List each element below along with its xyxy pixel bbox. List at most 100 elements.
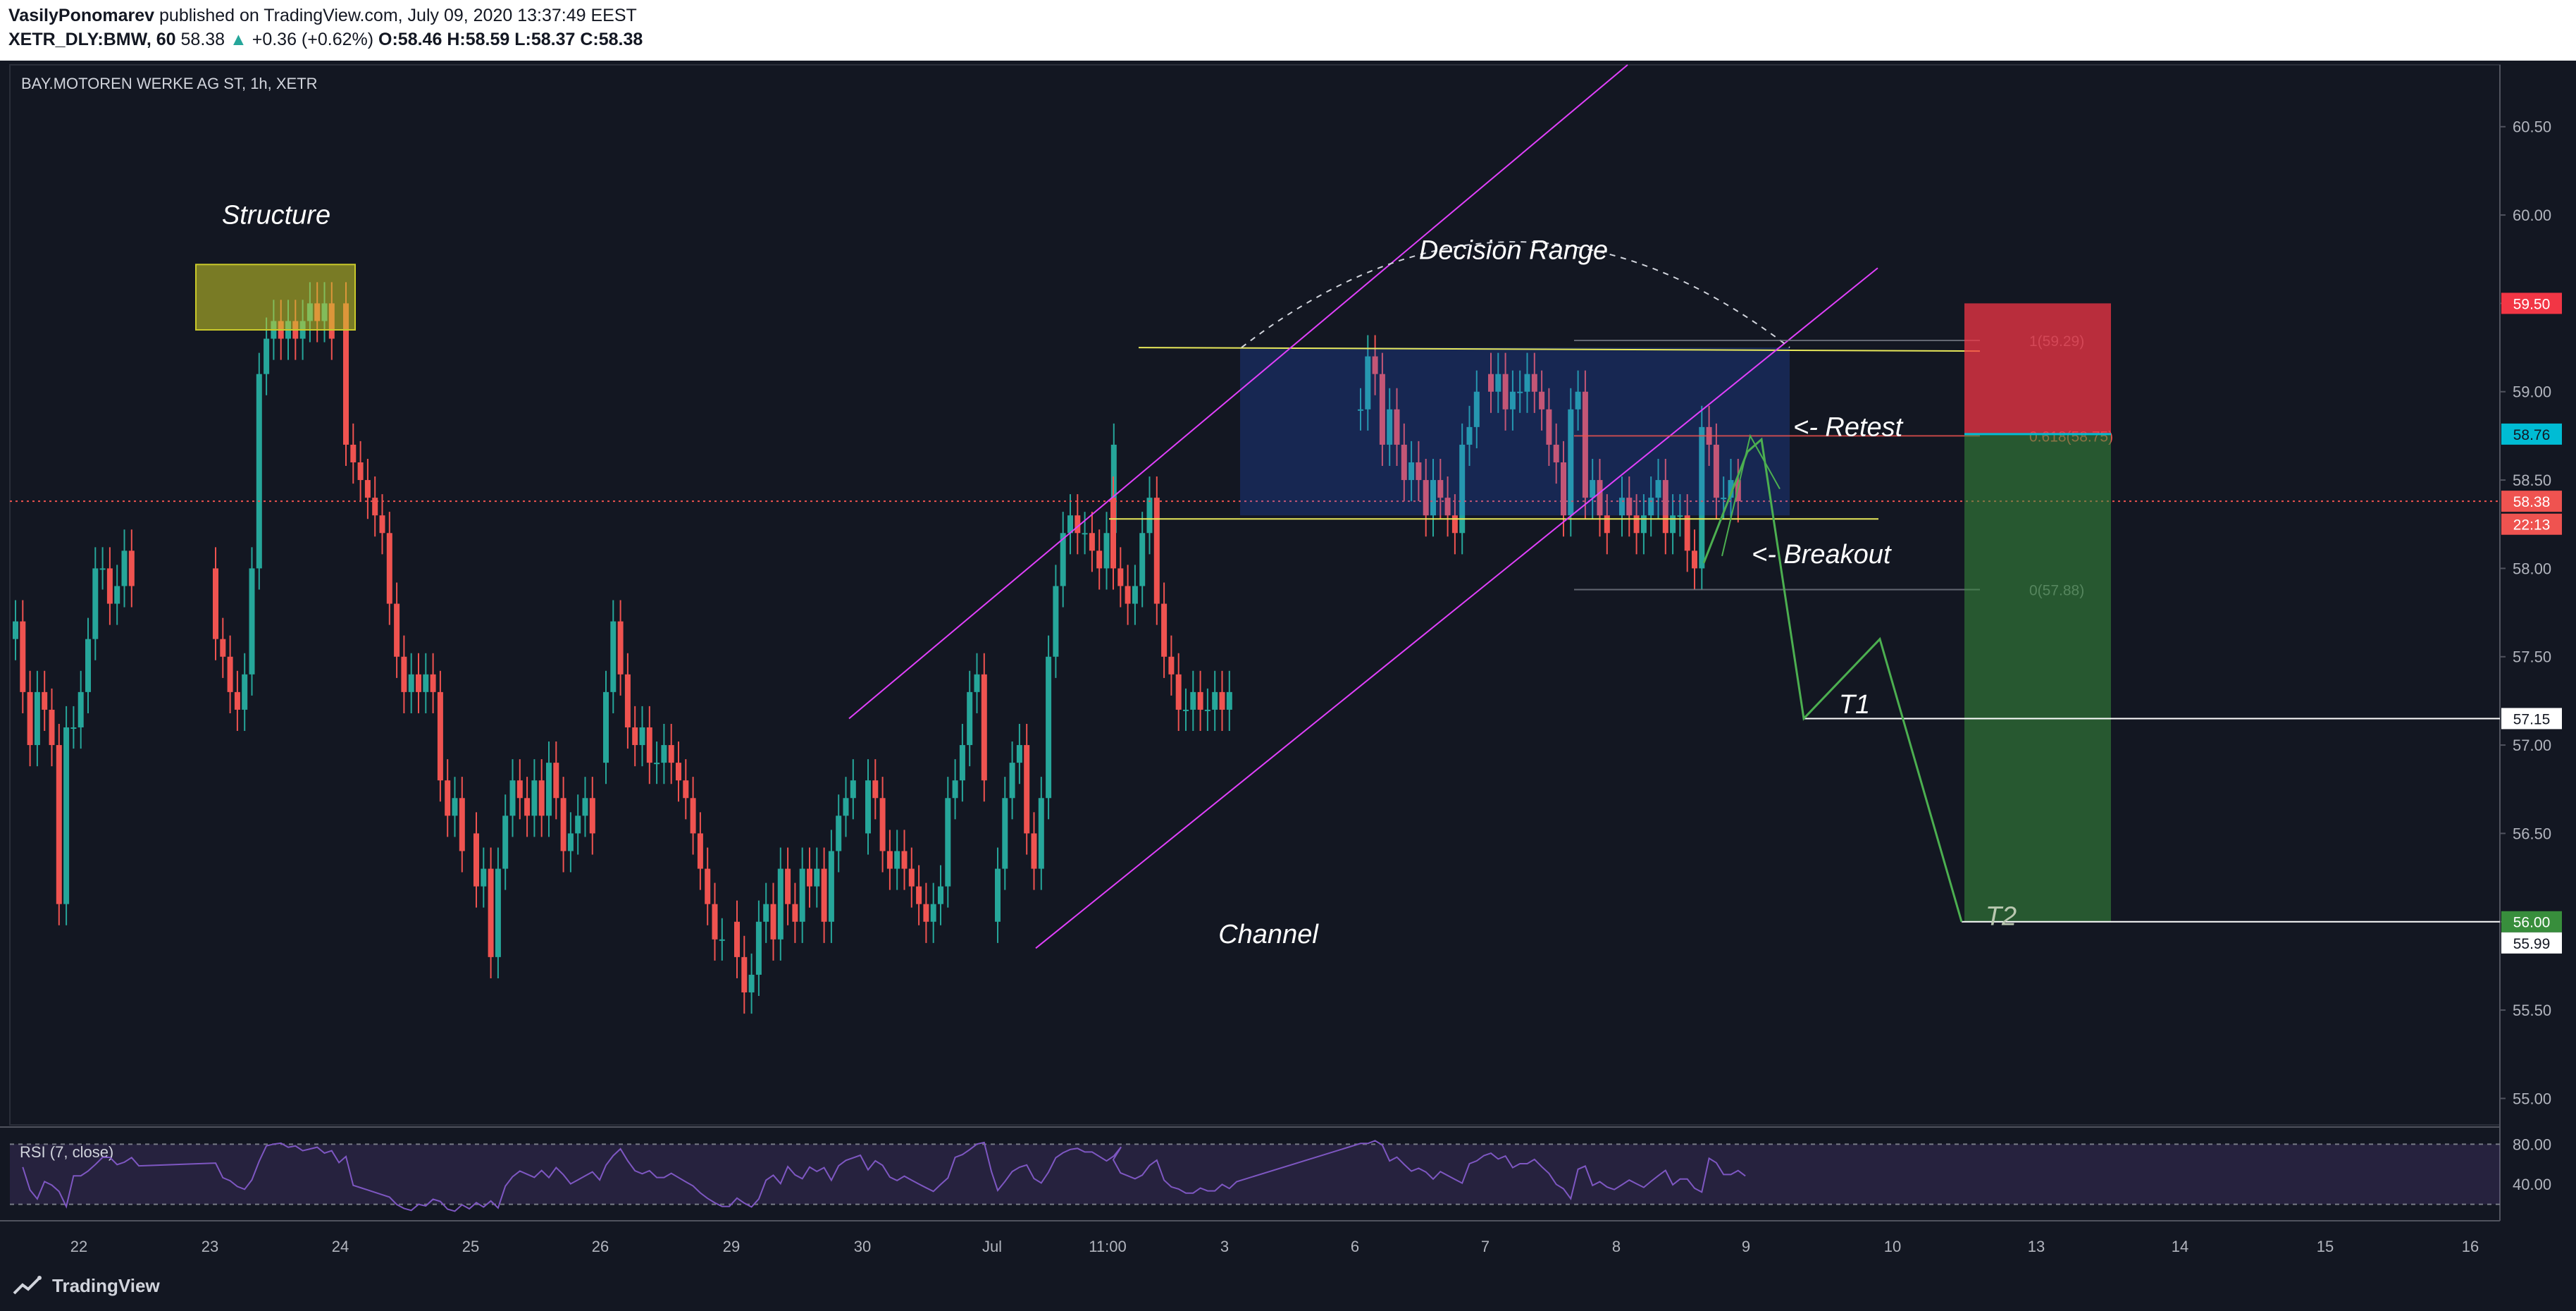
position-reward-zone — [1964, 433, 2111, 922]
candle-body — [603, 691, 609, 763]
candle-body — [741, 956, 748, 992]
candle-body — [1488, 374, 1494, 392]
candle-body — [610, 621, 617, 692]
candle-body — [1473, 391, 1480, 427]
chart-canvas[interactable]: 60.50 60.00 59.50 59.00 58.50 58.00 57.50 57.00… — [0, 61, 2576, 1259]
candle-body — [213, 568, 218, 639]
candle-body — [495, 868, 501, 957]
candle-body — [697, 833, 703, 869]
candle-body — [394, 603, 400, 657]
projected-path — [1702, 437, 1963, 923]
footer-bar: TradingView — [0, 1259, 2576, 1311]
candle-body — [836, 815, 842, 851]
candle-body — [502, 815, 509, 869]
price-tag-label: 58.76 — [2513, 427, 2551, 443]
time-axis-ticks: 22 23 24 25 26 29 30 Jul 11:00 3 6 7 8 9 10 13 14 15 16 — [70, 1238, 2479, 1255]
candle-body — [1437, 480, 1444, 498]
candle-body — [85, 639, 91, 692]
candle-body — [676, 763, 681, 781]
candle-body — [1394, 409, 1400, 445]
candle-body — [690, 798, 696, 834]
candle-body — [952, 780, 958, 799]
range-top-line — [1138, 347, 1981, 352]
published-text: published on TradingView.com, July 09, 2… — [159, 6, 637, 25]
pattern-labels: Structure Decision Range Channel <- Retest <… — [222, 201, 2017, 949]
price-tag-bg — [2501, 911, 2562, 933]
candle-body — [256, 374, 262, 569]
chart-area[interactable]: 60.50 60.00 59.50 59.00 58.50 58.00 57.50 57.00… — [0, 61, 2576, 1259]
time-tick-label: 3 — [1220, 1238, 1229, 1255]
candle-body — [1204, 709, 1210, 711]
candle-body — [20, 621, 26, 692]
price-tick-label: 60.50 — [2513, 118, 2551, 136]
candle-body — [524, 798, 531, 816]
candle-body — [1459, 444, 1466, 534]
candle-body — [755, 921, 762, 975]
candle-body — [92, 568, 99, 639]
candle-body — [981, 674, 987, 781]
decision-range-box — [1240, 347, 1790, 516]
price-tag-label: 57.15 — [2513, 711, 2551, 727]
candle-body — [1561, 462, 1566, 516]
candle-body — [1190, 691, 1196, 710]
candle-body — [1046, 656, 1052, 799]
candle-body — [1161, 603, 1168, 657]
symbol-line: XETR_DLY:BMW, 60 58.38 ▲ +0.36 (+0.62%) … — [8, 30, 643, 50]
candle-body — [923, 904, 929, 922]
candle-body — [1365, 356, 1371, 410]
price-change: +0.36 (+0.62%) — [252, 30, 374, 49]
time-tick-label: Jul — [982, 1238, 1002, 1255]
main-pane-border — [9, 64, 2501, 1126]
price-tick-label: 55.50 — [2513, 1002, 2551, 1019]
candle-body — [639, 727, 645, 746]
candle-body — [13, 621, 18, 639]
candle-body — [1721, 498, 1727, 500]
price-tag-bg — [2501, 293, 2562, 314]
candle-body — [1604, 515, 1610, 534]
author-name[interactable]: VasilyPonomarev — [8, 6, 155, 25]
candle-body — [1735, 480, 1741, 502]
rsi-label: RSI (7, close) — [20, 1143, 113, 1161]
candle-body — [1053, 586, 1059, 657]
brand[interactable]: TradingView — [11, 1272, 160, 1300]
candle-body — [1509, 391, 1516, 410]
candle-body — [1546, 409, 1552, 445]
candle-body — [1568, 409, 1574, 516]
candle-body — [488, 868, 494, 957]
price-tag-label: 59.50 — [2513, 296, 2551, 312]
candle-body — [712, 904, 718, 940]
candle-body — [1226, 691, 1232, 710]
candle-body — [357, 462, 364, 481]
candle-body — [516, 780, 523, 799]
pattern-label: T1 — [1839, 690, 1870, 720]
publish-header: VasilyPonomarev published on TradingView… — [0, 0, 2576, 56]
price-tick-label: 56.50 — [2513, 825, 2551, 842]
candles — [13, 282, 1741, 1014]
candle-body — [1096, 550, 1103, 569]
candle-body — [661, 745, 667, 763]
candle-body — [386, 533, 392, 604]
candle-body — [1219, 691, 1225, 710]
price-tag-bg — [2501, 708, 2562, 730]
candle-body — [416, 674, 421, 692]
candle-body — [1495, 374, 1501, 392]
candle-body — [1212, 691, 1218, 710]
candle-body — [1430, 480, 1436, 516]
time-tick-label: 8 — [1612, 1238, 1621, 1255]
price-tick-label: 59.00 — [2513, 383, 2551, 401]
candle-body — [249, 568, 255, 675]
candle-body — [1139, 533, 1146, 586]
candle-body — [423, 674, 429, 692]
candle-body — [546, 763, 552, 816]
candle-body — [63, 727, 70, 904]
candle-body — [1132, 586, 1138, 604]
structure-box — [195, 264, 356, 331]
pattern-label: Channel — [1218, 920, 1319, 949]
time-tick-label: 24 — [332, 1238, 349, 1255]
time-tick-label: 14 — [2172, 1238, 2188, 1255]
candle-body — [1699, 426, 1705, 569]
candle-body — [114, 586, 120, 604]
candle-body — [777, 868, 784, 940]
candle-body — [734, 921, 740, 957]
candle-body — [1553, 444, 1559, 462]
